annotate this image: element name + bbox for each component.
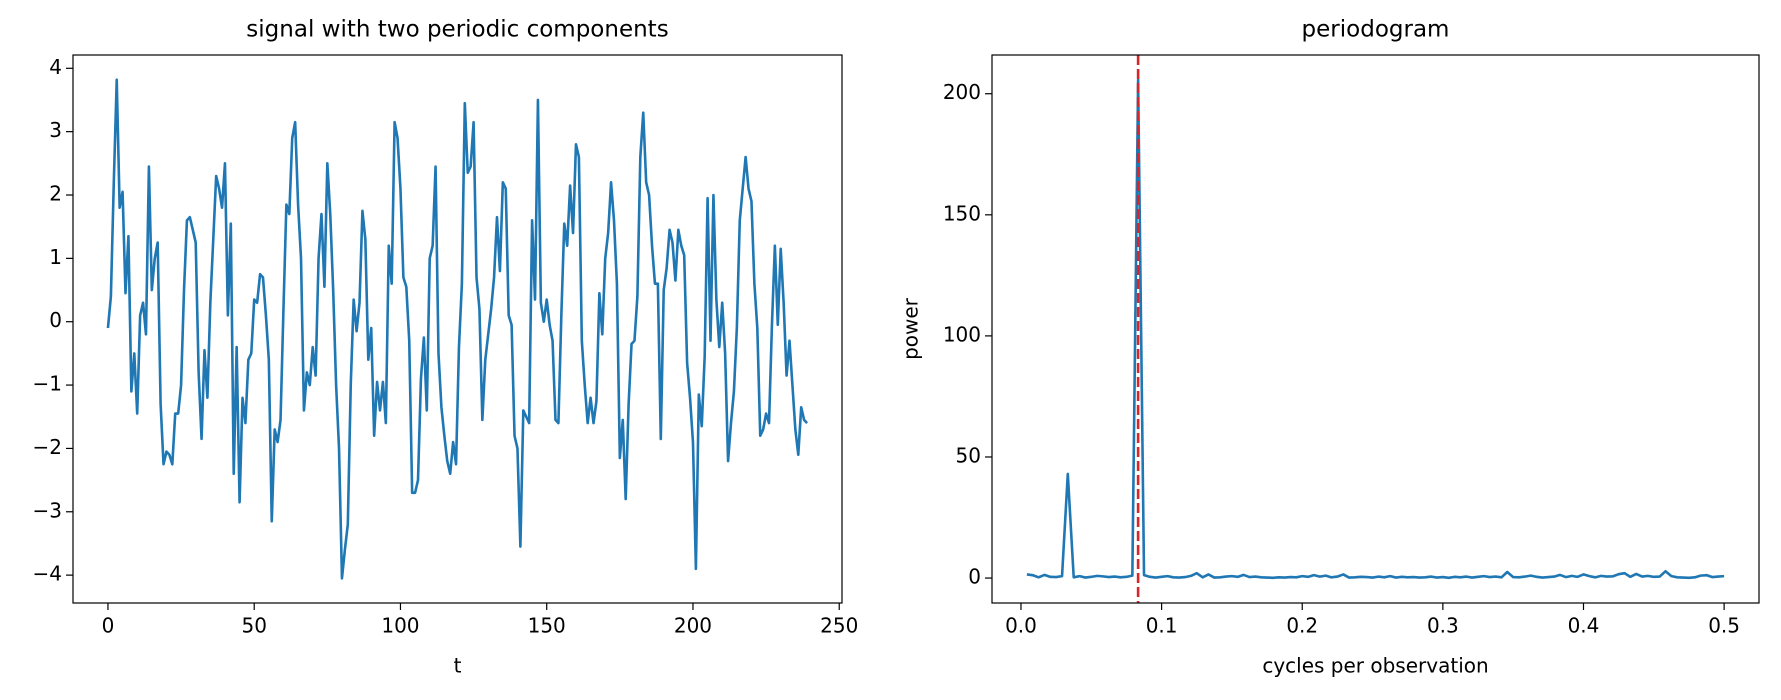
plot-frame bbox=[991, 54, 1760, 604]
y-tick-label: 50 bbox=[956, 443, 981, 467]
x-tick-label: 100 bbox=[381, 614, 419, 638]
y-axis-label: power bbox=[899, 297, 923, 360]
chart-title: signal with two periodic components bbox=[246, 17, 668, 43]
x-tick-label: 0.5 bbox=[1708, 614, 1740, 638]
y-tick-label: −1 bbox=[33, 372, 62, 396]
y-tick-label: 3 bbox=[49, 118, 62, 142]
y-tick-label: −3 bbox=[33, 498, 62, 522]
x-tick-label: 200 bbox=[674, 614, 712, 638]
x-tick-label: 150 bbox=[528, 614, 566, 638]
y-tick-label: 100 bbox=[943, 322, 981, 346]
x-tick-label: 0.1 bbox=[1146, 614, 1178, 638]
x-tick-label: 0.2 bbox=[1286, 614, 1318, 638]
x-axis-label: t bbox=[454, 654, 462, 678]
y-tick-label: 1 bbox=[49, 245, 62, 269]
data-line bbox=[106, 78, 809, 580]
y-tick-label: 2 bbox=[49, 182, 62, 206]
y-tick-label: −2 bbox=[33, 435, 62, 459]
x-tick-label: 50 bbox=[241, 614, 266, 638]
x-tick-label: 0.3 bbox=[1427, 614, 1459, 638]
y-tick-label: −4 bbox=[33, 562, 62, 586]
x-tick-label: 250 bbox=[820, 614, 858, 638]
x-tick-label: 0.0 bbox=[1005, 614, 1037, 638]
y-tick-label: 0 bbox=[968, 565, 981, 589]
x-tick-label: 0 bbox=[102, 614, 115, 638]
chart-title: periodogram bbox=[1302, 17, 1450, 43]
plot-frame bbox=[72, 54, 843, 604]
data-line bbox=[1026, 78, 1725, 580]
y-tick-label: 0 bbox=[49, 308, 62, 332]
y-tick-label: 150 bbox=[943, 201, 981, 225]
y-tick-label: 200 bbox=[943, 80, 981, 104]
x-tick-label: 0.4 bbox=[1568, 614, 1600, 638]
x-axis-label: cycles per observation bbox=[1262, 654, 1488, 678]
y-tick-label: 4 bbox=[49, 55, 62, 79]
